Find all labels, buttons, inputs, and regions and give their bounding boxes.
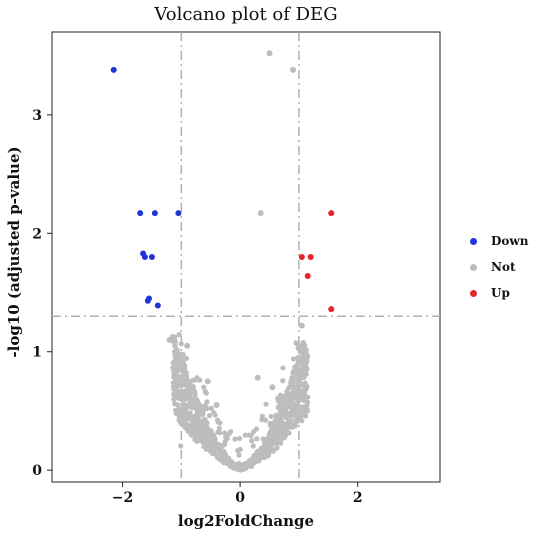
point-not-2 [290, 66, 297, 73]
plot-frame [51, 31, 441, 483]
point-not-8 [204, 378, 211, 385]
legend: Down Not Up [470, 228, 528, 306]
background-point-cloud [170, 332, 311, 473]
point-down-4 [175, 210, 182, 217]
point-down-3 [151, 210, 158, 217]
legend-item-down: Down [470, 228, 528, 254]
point-not-1 [266, 50, 273, 57]
point-down-7 [148, 254, 155, 260]
point-down-2 [137, 210, 144, 217]
legend-label-not: Not [491, 260, 516, 274]
y-tick-label-2: 1 [32, 345, 42, 361]
y-tick-label-1: 0 [32, 463, 42, 479]
legend-marker-not [470, 263, 477, 271]
legend-item-up: Up [470, 280, 528, 306]
point-not-6 [172, 348, 179, 355]
point-not-13 [284, 396, 291, 403]
chart-title: Volcano plot of DEG [154, 4, 338, 25]
point-up-5 [328, 306, 335, 313]
point-down-1 [110, 66, 117, 73]
point-not-11 [269, 384, 276, 391]
point-down-9 [146, 295, 152, 302]
y-axis-label: -log10 (adjusted p-value) [5, 146, 23, 358]
legend-label-down: Down [491, 234, 529, 248]
point-not-12 [292, 374, 299, 381]
point-not-7 [184, 342, 191, 349]
point-not-3 [257, 210, 264, 217]
point-down-6 [141, 254, 148, 260]
point-up-1 [328, 210, 335, 217]
y-tick-label-3: 2 [32, 226, 42, 242]
x-tick-label-3: 2 [353, 490, 363, 506]
legend-marker-up [470, 289, 477, 297]
legend-item-not: Not [470, 254, 528, 280]
y-tick-label-4: 3 [32, 108, 42, 124]
point-not-5 [166, 336, 173, 343]
point-not-4 [298, 322, 305, 329]
point-down-10 [154, 302, 161, 309]
point-not-9 [213, 402, 220, 409]
legend-label-up: Up [491, 286, 510, 300]
point-up-4 [304, 272, 311, 279]
point-up-3 [307, 254, 314, 260]
x-tick-label-1: −2 [112, 490, 133, 506]
x-axis-label: log2FoldChange [177, 512, 315, 530]
legend-marker-down [470, 237, 477, 245]
x-tick-label-2: 0 [235, 490, 245, 506]
point-not-10 [254, 374, 261, 381]
point-up-2 [298, 254, 305, 260]
